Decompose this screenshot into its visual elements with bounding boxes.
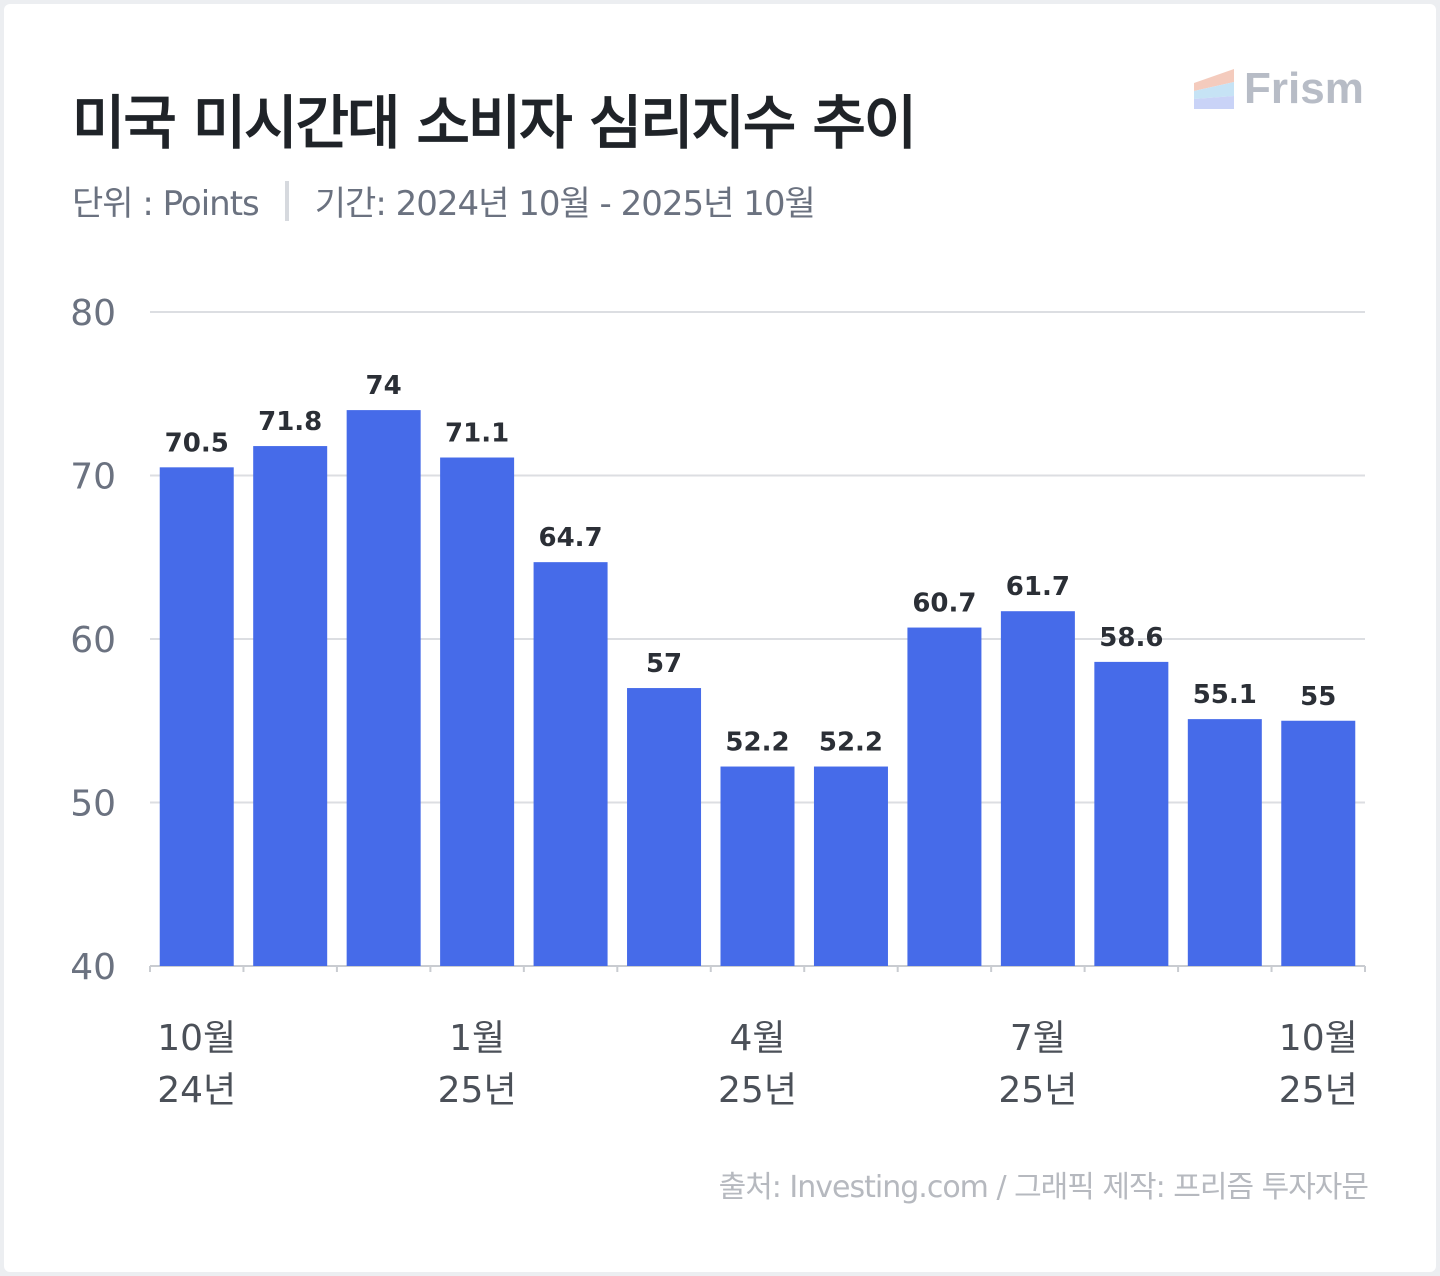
x-tick-month: 7월: [1010, 1018, 1066, 1059]
data-label: 70.5: [165, 428, 229, 458]
y-tick-label: 60: [70, 620, 116, 661]
x-tick-year: 25년: [1279, 1070, 1358, 1111]
data-label: 55: [1300, 682, 1336, 712]
bar: [159, 467, 234, 966]
unit-label: 단위 : Points: [72, 184, 260, 224]
data-label: 74: [366, 371, 402, 401]
chart-subtitle: 단위 : Points 기간: 2024년 10월 - 2025년 10월: [72, 176, 816, 225]
bar: [1094, 661, 1169, 966]
data-label: 52.2: [819, 728, 883, 758]
bar: [440, 457, 515, 966]
y-tick-label: 40: [70, 947, 116, 988]
logo-icon: [1194, 69, 1234, 109]
bar: [346, 410, 421, 967]
period-label: 기간: 2024년 10월 - 2025년 10월: [314, 184, 816, 224]
chart-title: 미국 미시간대 소비자 심리지수 추이: [72, 89, 917, 157]
frism-logo: Frism: [1194, 64, 1364, 114]
bar: [907, 627, 982, 966]
data-label: 52.2: [725, 728, 789, 758]
bar: [813, 766, 888, 966]
data-label: 57: [646, 649, 682, 679]
bar: [627, 688, 702, 966]
data-label: 71.1: [445, 419, 509, 449]
data-label: 55.1: [1193, 680, 1257, 710]
x-tick-month: 10월: [157, 1018, 236, 1059]
data-label: 60.7: [912, 589, 976, 619]
data-label: 64.7: [538, 523, 602, 553]
bar: [1187, 719, 1262, 966]
data-label: 61.7: [1006, 572, 1070, 602]
bar: [1000, 611, 1075, 966]
x-tick-year: 25년: [438, 1070, 517, 1111]
data-label: 71.8: [258, 407, 322, 437]
bar: [533, 562, 608, 966]
y-tick-label: 70: [70, 457, 116, 498]
y-tick-label: 50: [70, 784, 116, 825]
x-tick-month: 1월: [449, 1018, 505, 1059]
x-tick-month: 10월: [1279, 1018, 1358, 1059]
source-note: 출처: Investing.com / 그래픽 제작: 프리즘 투자자문: [718, 1170, 1369, 1205]
x-tick-month: 4월: [729, 1018, 785, 1059]
logo-text: Frism: [1244, 64, 1364, 113]
x-tick-year: 25년: [718, 1070, 797, 1111]
x-tick-year: 25년: [998, 1070, 1077, 1111]
x-tick-year: 24년: [157, 1070, 236, 1111]
chart-card: 미국 미시간대 소비자 심리지수 추이 단위 : Points 기간: 2024…: [4, 4, 1436, 1272]
divider: [284, 180, 289, 221]
bar: [253, 446, 328, 966]
bar-chart: 40 50 60 70 80 70.5 71.8 74 71.1 64.7 57 52.2 52.2 60…: [70, 293, 1366, 1111]
data-label: 58.6: [1099, 623, 1163, 653]
bar: [1281, 720, 1356, 966]
y-tick-label: 80: [70, 293, 116, 334]
bar: [720, 766, 795, 966]
